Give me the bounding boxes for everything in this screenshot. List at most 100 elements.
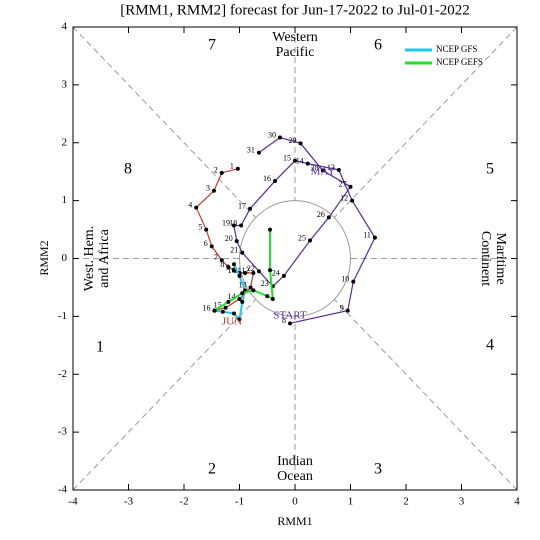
- y-tick-label: 0: [62, 252, 68, 264]
- region-label: West. Hem.: [82, 226, 97, 291]
- region-label: Pacific: [276, 45, 315, 60]
- track-point: [345, 308, 350, 313]
- track-point: [212, 308, 217, 313]
- track-point: [268, 227, 273, 232]
- region-label: Indian: [277, 454, 313, 469]
- track-point: [372, 235, 377, 240]
- unit-circle: [239, 200, 351, 317]
- y-tick-label: 4: [62, 21, 68, 33]
- track-point: [234, 239, 239, 244]
- day-label: 25: [298, 233, 306, 242]
- day-label: 16: [203, 303, 211, 312]
- track-point: [194, 205, 199, 210]
- track-point: [351, 279, 356, 284]
- track-point: [288, 321, 293, 326]
- y-tick-label: -3: [58, 426, 68, 438]
- track-point: [226, 265, 231, 270]
- day-label: 11: [363, 230, 371, 239]
- track-point: [231, 262, 236, 267]
- legend-label: NCEP GFS: [436, 44, 477, 54]
- y-tick-label: 1: [62, 194, 68, 206]
- track-point: [243, 270, 248, 275]
- region-label: Continent: [478, 231, 493, 286]
- track-point: [248, 206, 253, 211]
- track-point: [293, 158, 297, 163]
- track-point: [231, 223, 236, 228]
- phase-label: 4: [486, 337, 494, 354]
- region-label: Western: [272, 30, 318, 45]
- day-label: 29: [289, 136, 297, 145]
- region-label: and Africa: [97, 228, 112, 287]
- day-label: 13: [327, 163, 335, 172]
- track-point: [237, 273, 242, 278]
- day-label: 17: [238, 202, 246, 211]
- phase-boundary: [72, 299, 257, 491]
- y-tick-label: -4: [58, 484, 68, 496]
- track-point: [256, 150, 261, 155]
- track-point: [248, 285, 253, 290]
- day-label: 14: [228, 292, 236, 301]
- day-label: 12: [241, 266, 249, 275]
- region-label: Maritime: [493, 232, 508, 284]
- track-point: [237, 317, 242, 322]
- track-point: [265, 294, 270, 299]
- phase-boundary: [72, 26, 257, 218]
- x-tick-label: -1: [235, 496, 244, 508]
- day-label: 27: [339, 180, 347, 189]
- x-tick-label: 1: [348, 496, 354, 508]
- day-label: 8: [220, 260, 224, 269]
- day-label: 28: [311, 163, 319, 172]
- track-point: [204, 227, 209, 232]
- day-label: 19: [222, 218, 230, 227]
- phase-label: 5: [486, 161, 494, 178]
- day-label: 24: [272, 269, 280, 278]
- day-label: 9: [226, 263, 230, 272]
- x-tick-label: 2: [403, 496, 409, 508]
- day-label: 10: [228, 266, 236, 275]
- track-point: [320, 168, 325, 173]
- phase-label: 6: [374, 37, 382, 54]
- phase-boundary: [333, 26, 518, 218]
- day-label: 8: [282, 316, 286, 325]
- track-point: [219, 258, 224, 263]
- track-point: [305, 161, 310, 166]
- track-point: [239, 223, 244, 228]
- phase-label: 1: [96, 339, 104, 356]
- legend-label: NCEP GEFS: [436, 57, 483, 67]
- x-tick-label: -3: [124, 496, 134, 508]
- track-point: [231, 268, 236, 273]
- y-tick-label: 3: [62, 78, 68, 90]
- day-label: 18: [229, 218, 237, 227]
- track-point: [268, 268, 273, 273]
- day-label: 30: [268, 130, 276, 139]
- track-point: [240, 299, 245, 304]
- x-tick-label: 4: [514, 496, 520, 508]
- track-point: [270, 297, 275, 302]
- track-point: [240, 250, 245, 255]
- day-label: 22: [247, 264, 255, 273]
- track-point: [278, 135, 283, 140]
- x-tick-label: -2: [179, 496, 188, 508]
- day-label: 23: [261, 279, 269, 288]
- day-label: 15: [214, 301, 222, 310]
- track-point: [220, 309, 225, 314]
- day-label: 21: [230, 246, 238, 255]
- month-label: JUN: [222, 316, 242, 328]
- phase-label: 8: [124, 161, 132, 178]
- track-point: [273, 178, 278, 183]
- phase-label: 3: [374, 461, 382, 478]
- y-tick-label: 2: [62, 136, 68, 148]
- track-point: [237, 297, 242, 302]
- track-point: [298, 141, 303, 146]
- day-label: 15: [283, 154, 291, 163]
- day-label: 26: [317, 210, 325, 219]
- track-point: [226, 299, 231, 304]
- phase-label: 7: [208, 37, 216, 54]
- track-point: [307, 238, 312, 243]
- track-point: [235, 166, 240, 171]
- track-point: [326, 215, 331, 220]
- x-tick-label: 3: [459, 496, 465, 508]
- y-axis-label: RMM2: [37, 240, 51, 275]
